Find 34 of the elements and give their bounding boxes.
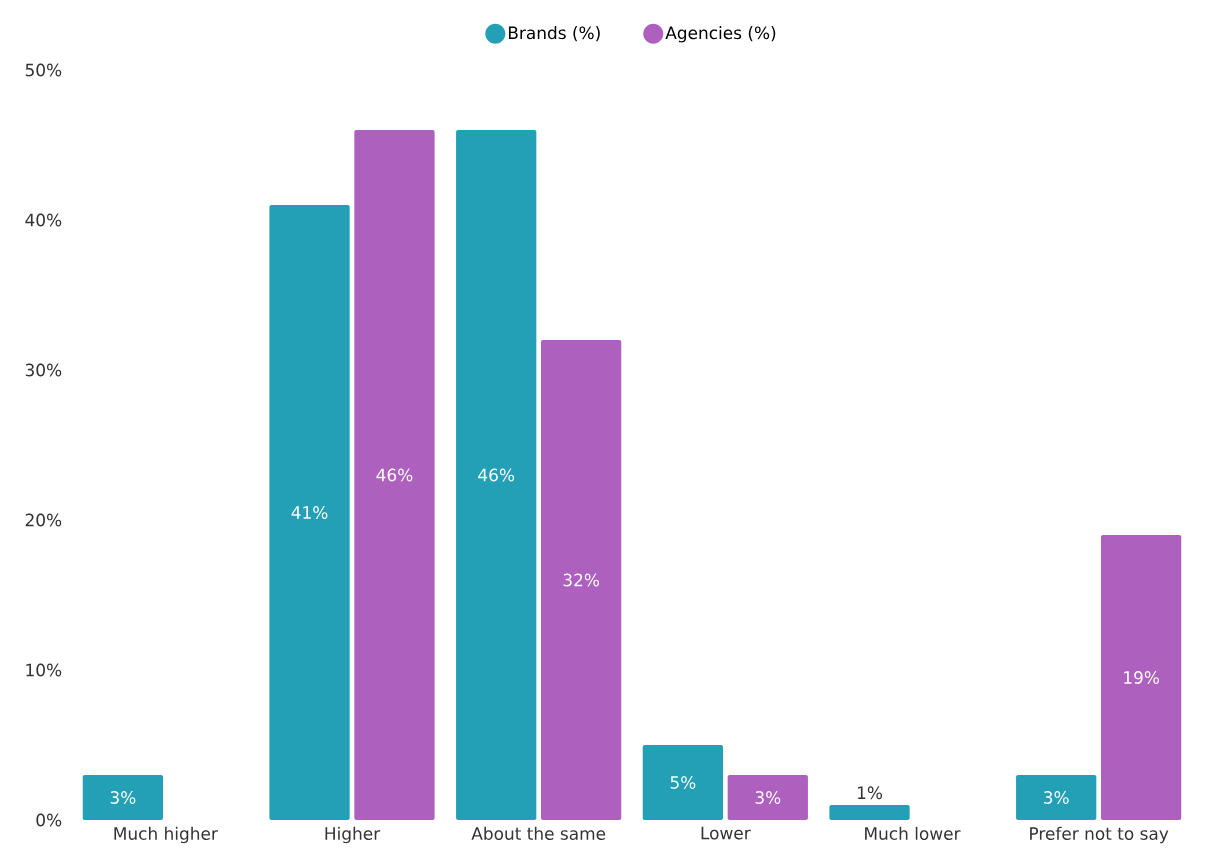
data-label: 32% — [563, 573, 600, 587]
data-label: 19% — [1124, 671, 1159, 684]
bar — [354, 129, 435, 820]
x-tick-label: Higher — [325, 826, 381, 844]
bar — [829, 804, 910, 820]
bar — [1016, 774, 1097, 820]
data-label: 1% — [857, 786, 883, 800]
bar — [456, 129, 537, 820]
bar — [727, 774, 808, 820]
legend-label: Agencies (%) — [665, 26, 776, 43]
y-tick-label: 20% — [25, 513, 62, 527]
x-tick-label: About the same — [471, 826, 606, 840]
x-tick-label: Lower — [701, 826, 751, 840]
data-label: 5% — [670, 776, 696, 789]
data-label: 46% — [478, 468, 515, 482]
data-label: 41% — [291, 506, 328, 519]
x-tick-label: Much higher — [114, 826, 218, 844]
bar — [541, 339, 622, 820]
data-label: 3% — [755, 791, 781, 804]
bar — [1100, 534, 1182, 820]
y-tick-label: 40% — [25, 213, 62, 227]
y-tick-label: 0% — [36, 813, 62, 827]
data-label: 3% — [1044, 791, 1069, 804]
y-tick-label: 30% — [25, 363, 62, 377]
legend-label: Brands (%) — [508, 26, 600, 42]
bar — [82, 774, 164, 820]
data-label: 3% — [110, 791, 136, 804]
x-tick-label: Much lower — [865, 826, 961, 840]
y-tick-label: 10% — [26, 663, 62, 677]
x-tick-label: Prefer not to say — [1030, 826, 1169, 844]
bar — [642, 744, 723, 820]
bar — [269, 204, 350, 820]
data-label: 46% — [376, 468, 413, 482]
y-tick-label: 50% — [25, 63, 62, 77]
